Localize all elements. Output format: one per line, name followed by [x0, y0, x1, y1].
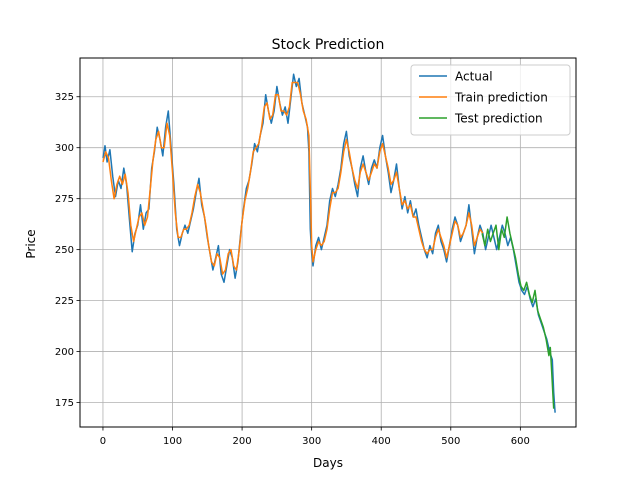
legend-box: [410, 64, 571, 136]
y-tick-label: 250: [55, 245, 74, 256]
legend: Actual Train prediction Test prediction: [410, 64, 571, 136]
x-axis-label: Days: [313, 456, 343, 470]
y-axis-label: Price: [24, 229, 38, 258]
x-tick-label: 300: [302, 436, 321, 447]
axes-frame: [79, 57, 577, 428]
y-tick-label: 225: [55, 296, 74, 307]
series-line-test-prediction: [481, 216, 555, 409]
legend-label: Test prediction: [454, 112, 543, 126]
x-axis-ticks: 0 100 200 300 400 500 600: [100, 427, 530, 447]
x-tick-label: 200: [233, 436, 252, 447]
x-tick-label: 0: [100, 436, 106, 447]
series-line-train-prediction: [102, 81, 484, 275]
chart-title: Stock Prediction: [272, 37, 385, 53]
y-axis-ticks: 175 200 225 250 275 300 325: [55, 92, 80, 409]
x-tick-label: 600: [511, 436, 530, 447]
y-tick-label: 325: [55, 92, 74, 103]
y-tick-label: 275: [55, 194, 74, 205]
y-tick-label: 175: [55, 398, 74, 409]
x-tick-label: 100: [163, 436, 182, 447]
y-tick-label: 200: [55, 347, 74, 358]
y-tick-label: 300: [55, 143, 74, 154]
legend-label: Train prediction: [454, 91, 548, 105]
series-layer: [102, 73, 556, 413]
legend-label: Actual: [455, 70, 493, 84]
x-tick-label: 400: [372, 436, 391, 447]
x-tick-label: 500: [441, 436, 460, 447]
